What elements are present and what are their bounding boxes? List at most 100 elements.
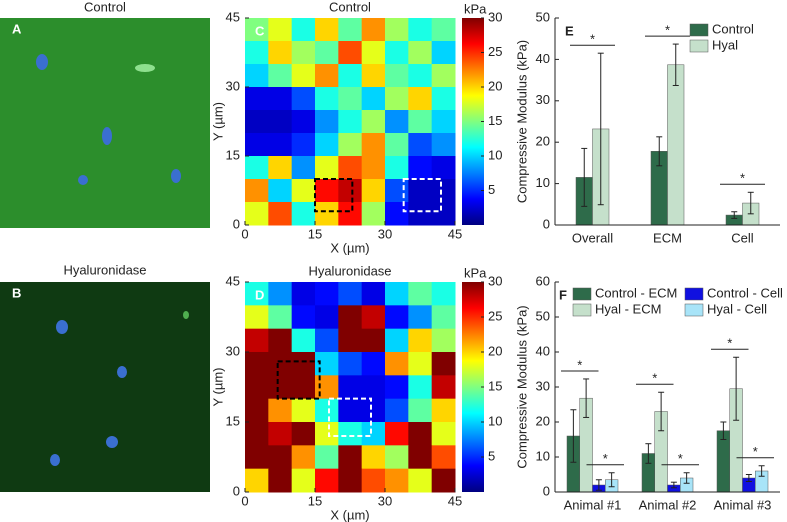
- heatmap-cell: [268, 468, 293, 493]
- y-axis-label: Y (µm): [210, 102, 225, 141]
- heatmap-cell: [245, 422, 269, 446]
- y-axis-label: Compressive Modulus (kPa): [514, 40, 529, 203]
- significance-label: *: [740, 171, 745, 186]
- y-tick-label: 30: [226, 78, 240, 93]
- cell: [117, 366, 127, 378]
- heatmap-cell: [245, 156, 269, 180]
- heatmap-cell: [361, 202, 386, 226]
- heatmap-cell: [385, 87, 409, 111]
- heatmap-cell: [268, 18, 293, 42]
- panel-label: D: [255, 287, 264, 302]
- x-axis-label: X (µm): [330, 507, 369, 522]
- heatmap-cell: [268, 202, 293, 226]
- heatmap-cell: [291, 133, 316, 157]
- colorbar-tick-label: 10: [488, 413, 502, 428]
- cell: [106, 436, 118, 448]
- x-tick-label: 0: [241, 226, 248, 241]
- heatmap-cell: [338, 87, 363, 111]
- heatmap-cell: [431, 133, 456, 157]
- heatmap-cell: [268, 110, 293, 134]
- heatmap-cell: [408, 110, 433, 134]
- x-axis-label: X (µm): [330, 240, 369, 255]
- micrograph-a: A Control: [0, 0, 210, 228]
- heatmap-cell: [431, 18, 456, 42]
- x-tick-label: 30: [378, 226, 392, 241]
- x-tick-label: ECM: [653, 230, 682, 245]
- heatmap-cell: [291, 328, 316, 353]
- heatmap-cell: [361, 41, 386, 65]
- heatmap-cell: [338, 328, 363, 353]
- heatmap-cell: [291, 282, 316, 306]
- significance-label: *: [603, 451, 608, 466]
- cell: [183, 311, 189, 319]
- heatmap-cell: [268, 64, 293, 88]
- heatmap-cell: [338, 398, 363, 423]
- legend-label: Hyal: [712, 37, 738, 52]
- heatmap-cell: [431, 156, 456, 180]
- heatmap-cell: [408, 64, 433, 88]
- heatmap-cell: [361, 398, 386, 423]
- panel-label: E: [565, 23, 574, 38]
- heatmap-cell: [315, 18, 339, 42]
- y-tick-label: 10: [536, 175, 550, 190]
- heatmap-cell: [361, 422, 386, 446]
- heatmap-cell: [408, 445, 433, 470]
- heatmap-cell: [268, 282, 293, 306]
- legend-swatch: [684, 303, 704, 317]
- heatmap-cell: [291, 64, 316, 88]
- heatmap-cell: [338, 179, 363, 203]
- heatmap-cell: [361, 179, 386, 203]
- colorbar-tick-label: 5: [488, 448, 495, 463]
- cell: [102, 127, 112, 145]
- heatmap-cell: [431, 375, 456, 400]
- y-tick-label: 40: [536, 343, 550, 358]
- legend-swatch: [689, 39, 709, 53]
- legend-swatch: [572, 303, 592, 317]
- heatmap-cell: [361, 305, 386, 330]
- region-box: [402, 178, 442, 213]
- heatmap-cell: [338, 202, 363, 226]
- heatmap-cell: [291, 375, 316, 400]
- significance-label: *: [753, 444, 758, 459]
- heatmap-cell: [315, 64, 339, 88]
- heatmap-cell: [361, 445, 386, 470]
- heatmap-cell: [315, 375, 339, 400]
- x-tick-label: 30: [378, 493, 392, 508]
- heatmap-cell: [431, 352, 456, 376]
- heatmap-cell: [408, 133, 433, 157]
- micrograph-b: B Hyaluronidase: [0, 262, 210, 492]
- heatmap-cell: [315, 398, 339, 423]
- significance-label: *: [577, 357, 582, 372]
- x-tick-label: 45: [448, 226, 462, 241]
- heatmap-cell: [291, 305, 316, 330]
- heatmap-cell: [385, 305, 409, 330]
- y-tick-label: 40: [536, 51, 550, 66]
- panel-label: F: [559, 287, 567, 302]
- heatmap-cell: [268, 445, 293, 470]
- heatmap-cell: [245, 110, 269, 134]
- colorbar-tick-label: 20: [488, 343, 502, 358]
- heatmap-cell: [245, 305, 269, 330]
- y-axis-label: Y (µm): [210, 367, 225, 406]
- colorbar-tick-label: 30: [488, 273, 502, 288]
- bar: [667, 64, 685, 226]
- heatmap-cell: [291, 179, 316, 203]
- x-tick-label: Overall: [572, 230, 613, 245]
- heatmap-cell: [431, 41, 456, 65]
- heatmap-cell: [431, 282, 456, 306]
- colorbar-tick-label: 25: [488, 44, 502, 59]
- heatmap-cell: [385, 422, 409, 446]
- region-box: [328, 397, 372, 437]
- y-tick-label: 20: [536, 413, 550, 428]
- heatmap-cell: [315, 41, 339, 65]
- heatmap-cell: [268, 133, 293, 157]
- colorbar-tick-label: 20: [488, 78, 502, 93]
- colorbar-tick-label: 10: [488, 147, 502, 162]
- image-title: Control: [84, 0, 126, 14]
- heatmap-cell: [315, 328, 339, 353]
- heatmap-cell: [361, 64, 386, 88]
- panel-label: A: [12, 21, 22, 36]
- heatmap-cell: [315, 468, 339, 493]
- heatmap-cell: [361, 328, 386, 353]
- y-tick-label: 10: [536, 448, 550, 463]
